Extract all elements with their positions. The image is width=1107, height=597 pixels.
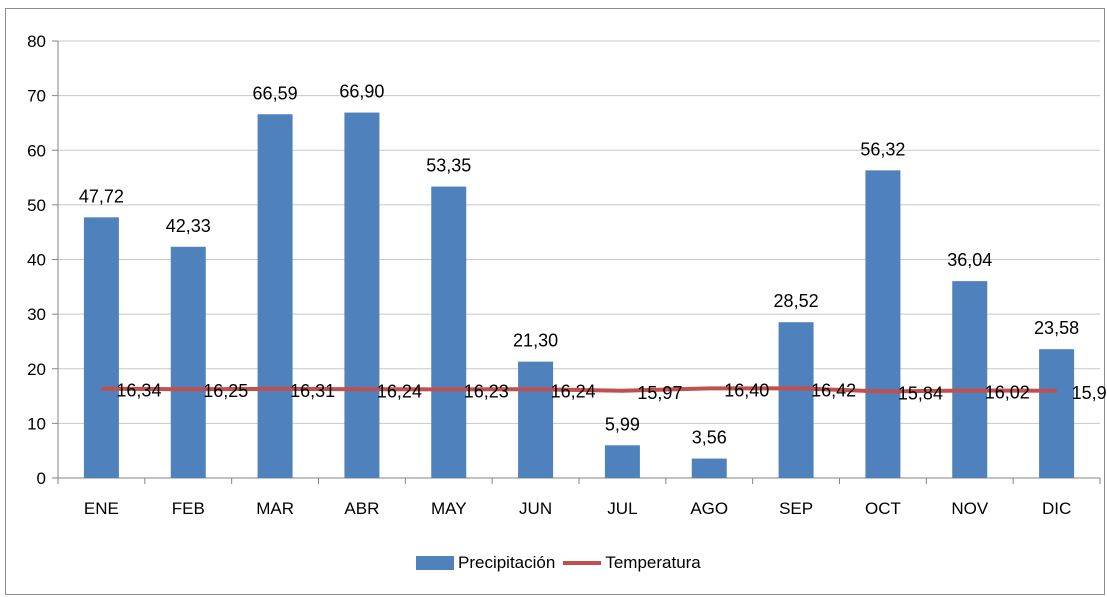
- bar-data-label: 56,32: [860, 139, 905, 159]
- x-tick-label: MAR: [256, 499, 294, 518]
- bar: [604, 445, 640, 478]
- bar: [952, 281, 988, 478]
- y-tick-label: 60: [27, 141, 46, 160]
- bar-data-label: 66,59: [253, 83, 298, 103]
- bar-data-label: 23,58: [1034, 318, 1079, 338]
- bar-data-label: 5,99: [605, 414, 640, 434]
- legend-swatch-precipitation: [416, 556, 454, 570]
- bar: [691, 458, 727, 478]
- bar-data-label: 21,30: [513, 331, 558, 351]
- line-data-label: 16,23: [464, 381, 509, 401]
- bar: [1039, 349, 1075, 478]
- y-tick-label: 30: [27, 305, 46, 324]
- y-tick-label: 0: [37, 469, 46, 488]
- line-data-label: 16,40: [724, 380, 769, 400]
- line-data-label: 15,84: [898, 383, 943, 403]
- x-tick-label: AGO: [690, 499, 728, 518]
- bar-data-label: 3,56: [692, 428, 727, 448]
- x-tick-label: SEP: [779, 499, 813, 518]
- y-tick-label: 80: [27, 32, 46, 51]
- bar: [431, 186, 467, 478]
- x-tick-label: ENE: [84, 499, 119, 518]
- bar-data-label: 53,35: [426, 156, 471, 176]
- y-tick-label: 40: [27, 251, 46, 270]
- y-tick-label: 70: [27, 87, 46, 106]
- legend: Precipitación Temperatura: [416, 553, 701, 573]
- bar: [344, 112, 380, 478]
- line-data-label: 15,97: [637, 383, 682, 403]
- line-data-label: 15,97: [1072, 383, 1107, 403]
- bar-data-label: 28,52: [774, 291, 819, 311]
- legend-swatch-temperature: [563, 561, 602, 565]
- line-data-label: 16,02: [985, 382, 1030, 402]
- x-tick-label: DIC: [1042, 499, 1071, 518]
- legend-item-temperature: Temperatura: [563, 553, 701, 573]
- bar-data-label: 47,72: [79, 186, 124, 206]
- bar: [865, 170, 901, 479]
- temperature-line: [101, 386, 1057, 394]
- line-data-label: 16,34: [116, 381, 161, 401]
- bar: [778, 322, 814, 478]
- bar-data-label: 66,90: [339, 82, 384, 102]
- legend-item-precipitation: Precipitación: [416, 553, 555, 573]
- legend-label-precipitation: Precipitación: [458, 553, 556, 572]
- line-data-label: 16,42: [811, 380, 856, 400]
- x-tick-label: FEB: [172, 499, 205, 518]
- y-tick-label: 50: [27, 196, 46, 215]
- line-data-label: 16,25: [203, 381, 248, 401]
- bar-data-label: 42,33: [166, 216, 211, 236]
- y-tick-label: 20: [27, 360, 46, 379]
- y-tick-label: 10: [27, 414, 46, 433]
- bar: [257, 114, 293, 478]
- bar-data-label: 36,04: [947, 250, 992, 270]
- legend-label-temperature: Temperatura: [605, 553, 701, 572]
- line-data-label: 16,31: [290, 381, 335, 401]
- bar: [518, 361, 554, 478]
- line-data-label: 16,24: [377, 381, 422, 401]
- x-tick-label: ABR: [344, 499, 379, 518]
- bar: [83, 217, 119, 478]
- x-tick-label: NOV: [951, 499, 989, 518]
- x-tick-label: JUL: [607, 499, 637, 518]
- bar: [170, 246, 206, 478]
- x-tick-label: JUN: [519, 499, 552, 518]
- line-data-label: 16,24: [551, 381, 596, 401]
- x-tick-label: OCT: [865, 499, 901, 518]
- x-tick-label: MAY: [431, 499, 467, 518]
